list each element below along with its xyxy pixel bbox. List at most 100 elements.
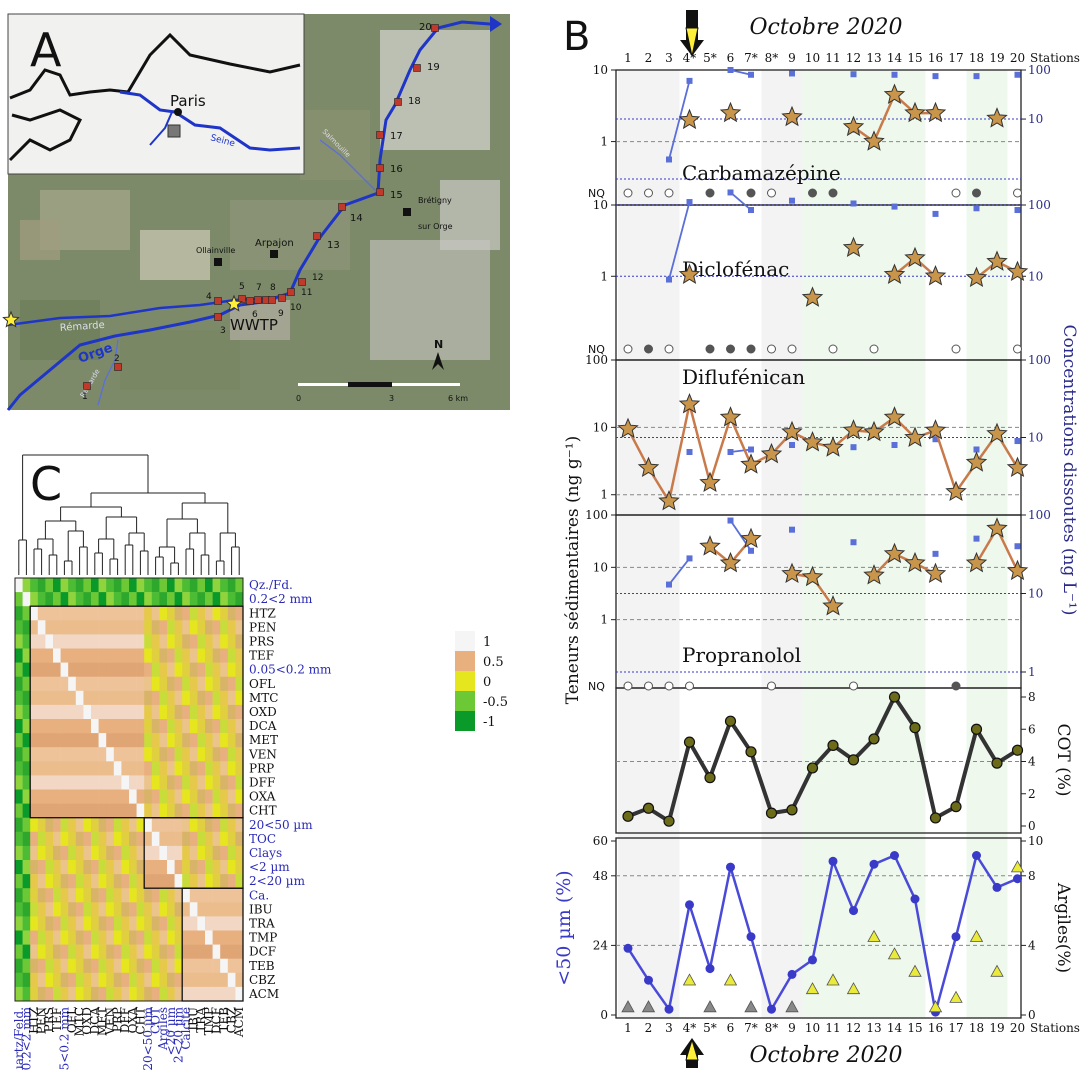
heatmap-cell xyxy=(189,592,198,607)
compound-title: Diclofénac xyxy=(682,257,789,281)
heatmap-cell xyxy=(37,606,46,621)
heatmap-cell xyxy=(98,888,107,903)
heatmap-cell xyxy=(60,972,69,988)
nq-label: NQ xyxy=(588,187,605,200)
legend-swatch xyxy=(455,651,475,671)
lt50-point xyxy=(664,1004,674,1014)
dissolved-point xyxy=(789,197,795,204)
heatmap-cell xyxy=(37,676,46,692)
heatmap-cell xyxy=(121,888,130,903)
subpanel-propranolol: 1 10 100 1 10 100 Propranolol NQ xyxy=(585,508,1051,693)
heatmap-cell xyxy=(98,845,107,861)
heatmap-cell xyxy=(144,789,153,804)
heatmap-cell xyxy=(205,874,213,889)
heatmap-cell xyxy=(83,719,92,734)
heatmap-cell xyxy=(159,803,168,818)
heatmap-cell xyxy=(144,902,153,917)
heatmap-col-label: PRP xyxy=(111,1007,125,1032)
heatmap-cell xyxy=(227,888,236,903)
heatmap-cell xyxy=(83,845,92,861)
heatmap-cell xyxy=(174,690,183,706)
heatmap-cell xyxy=(220,789,229,804)
sediment-star xyxy=(883,263,906,284)
sediment-star xyxy=(1006,456,1029,478)
inset-orge xyxy=(149,111,173,146)
legend-label: 0.5 xyxy=(483,655,504,670)
heatmap-cell xyxy=(212,747,221,762)
heatmap-cell xyxy=(22,648,31,663)
lt50-point xyxy=(972,851,981,860)
heatmap-cell xyxy=(136,761,145,776)
heatmap-cell xyxy=(235,733,244,748)
heatmap-cell xyxy=(91,620,99,635)
dissolved-point xyxy=(789,70,795,77)
heatmap-cell xyxy=(212,789,221,804)
heatmap-cell xyxy=(144,648,153,663)
sediment-star xyxy=(904,101,926,123)
heatmap-cell xyxy=(174,958,183,974)
heatmap-cell xyxy=(75,747,84,762)
heatmap-cell xyxy=(159,817,168,833)
scale-3: 3 xyxy=(389,394,394,403)
heatmap-cell xyxy=(167,719,175,734)
nq-open-dot xyxy=(767,188,776,198)
heatmap-cell xyxy=(189,775,198,790)
heatmap-cell xyxy=(106,606,115,621)
heatmap-cell xyxy=(22,874,31,889)
inset-study-area xyxy=(167,124,181,138)
river-salmouille xyxy=(319,139,379,194)
heatmap-cell xyxy=(113,733,122,748)
heatmap-cell xyxy=(182,747,191,762)
heatmap-cell xyxy=(136,930,145,945)
heatmap-cell xyxy=(129,888,137,903)
legend-label: -1 xyxy=(483,715,496,730)
heatmap-cell xyxy=(53,944,61,959)
tick-label-right: 1 xyxy=(1028,665,1036,679)
heatmap-col-label: MET xyxy=(95,1007,109,1036)
heatmap-cell xyxy=(68,719,77,734)
sediment-star xyxy=(945,480,967,502)
station-marker xyxy=(413,64,421,72)
heatmap-cell xyxy=(136,831,145,847)
heatmap-cell xyxy=(220,733,229,748)
heatmap-cell xyxy=(75,676,84,692)
heatmap-cell xyxy=(144,620,153,635)
tick-label-right: 0 xyxy=(1028,819,1036,833)
nq-filled-dot xyxy=(644,344,653,354)
heatmap-cell xyxy=(15,606,23,621)
heatmap-cell xyxy=(129,747,137,762)
dissolved-point xyxy=(666,581,672,588)
heatmap-cell xyxy=(53,704,61,720)
heatmap-cell xyxy=(22,761,31,776)
heatmap-cell xyxy=(53,620,61,635)
station-tick-bottom: 13 xyxy=(866,1021,881,1035)
heatmap-cell xyxy=(106,775,115,790)
cot-point xyxy=(683,736,696,748)
tick-label-left: 1 xyxy=(600,613,608,627)
heatmap-cell xyxy=(37,620,46,635)
heatmap-cell xyxy=(197,733,206,748)
heatmap-cell xyxy=(30,620,39,635)
heatmap-cell xyxy=(53,916,61,931)
heatmap-cell xyxy=(15,620,23,635)
heatmap-cell xyxy=(205,606,213,621)
station-tick-bottom: 15 xyxy=(907,1021,922,1035)
heatmap-col-label: OXD xyxy=(80,1007,94,1035)
heatmap-cell xyxy=(22,817,31,833)
heatmap-cell xyxy=(227,704,236,720)
heatmap-cell xyxy=(136,747,145,762)
heatmap-cell xyxy=(113,789,122,804)
heatmap-cell xyxy=(83,592,92,607)
heatmap-cell xyxy=(53,733,61,748)
ylabel-argiles: Argiles(%) xyxy=(1053,882,1073,973)
heatmap-cell xyxy=(151,831,160,847)
heatmap-cell xyxy=(45,860,54,875)
lt50-line xyxy=(626,852,1018,1013)
sediment-star xyxy=(781,420,803,442)
heatmap-cell xyxy=(83,888,92,903)
heatmap-col-label: DCF xyxy=(209,1007,223,1034)
heatmap-cell xyxy=(151,902,160,917)
heatmap-cell xyxy=(129,775,137,790)
nq-filled-dot xyxy=(746,188,756,198)
